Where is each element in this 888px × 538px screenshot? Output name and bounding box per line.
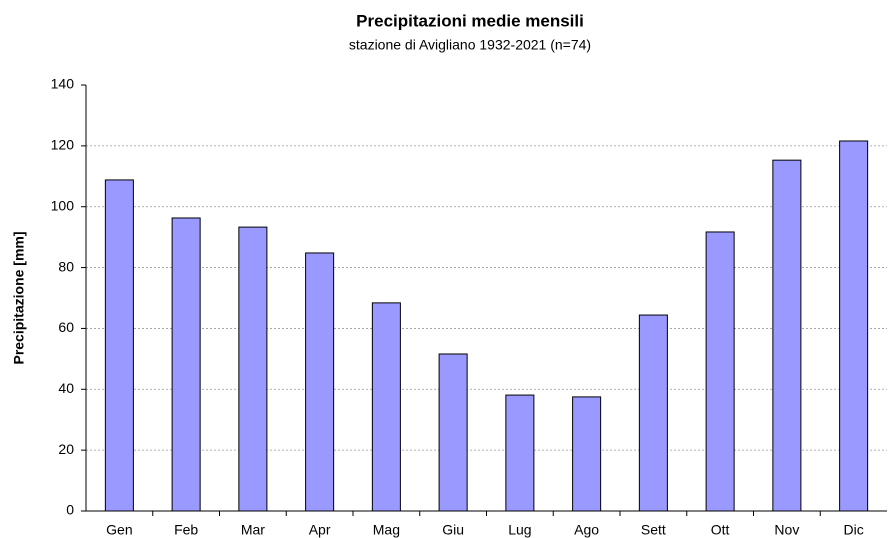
y-tick-label: 80 (58, 258, 74, 274)
bar (772, 159, 802, 512)
y-tick-label: 100 (51, 197, 75, 213)
chart-subtitle: stazione di Avigliano 1932-2021 (n=74) (349, 37, 591, 53)
bar (171, 217, 201, 512)
x-tick-label: Dic (844, 522, 864, 538)
bar (505, 394, 535, 512)
x-tick-label: Ago (574, 522, 599, 538)
x-tick-label: Lug (508, 522, 531, 538)
x-tick-label: Giu (442, 522, 464, 538)
y-tick-label: 20 (58, 441, 74, 457)
bar (438, 353, 468, 512)
x-tick-label: Gen (106, 522, 132, 538)
bar (705, 231, 735, 512)
bar (839, 140, 869, 512)
bar (104, 179, 134, 512)
bar (638, 314, 668, 512)
x-tick-label: Ott (711, 522, 730, 538)
bar (371, 302, 401, 512)
y-tick-label: 60 (58, 319, 74, 335)
bar (238, 226, 268, 512)
y-tick-label: 40 (58, 380, 74, 396)
x-tick-label: Feb (174, 522, 198, 538)
bar (572, 396, 602, 512)
x-tick-label: Nov (774, 522, 799, 538)
x-tick-label: Apr (309, 522, 331, 538)
x-tick-label: Mag (373, 522, 400, 538)
x-tick-label: Sett (641, 522, 666, 538)
chart-title: Precipitazioni medie mensili (356, 11, 584, 30)
bar (305, 252, 335, 512)
x-tick-label: Mar (241, 522, 265, 538)
y-tick-label: 140 (51, 76, 75, 92)
y-axis-label: Precipitazione [mm] (11, 231, 27, 364)
y-tick-label: 0 (66, 502, 74, 518)
y-tick-label: 120 (51, 137, 75, 153)
